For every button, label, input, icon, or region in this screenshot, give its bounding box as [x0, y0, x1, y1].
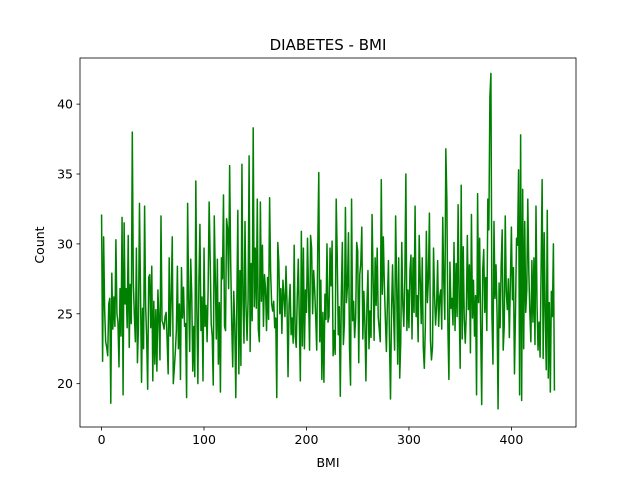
- x-tick-label: 100: [192, 432, 216, 447]
- y-tick-label: 30: [57, 236, 73, 251]
- series-line-0: [100, 72, 556, 410]
- plot-area: [100, 72, 556, 410]
- y-tick-label: 25: [57, 306, 73, 321]
- y-axis-title: Count: [32, 226, 47, 263]
- x-tick-label: 300: [397, 432, 421, 447]
- axes-frame: [79, 57, 577, 428]
- x-tick-label: 0: [98, 432, 106, 447]
- y-tick-label: 35: [57, 167, 73, 182]
- chart-title: DIABETES - BMI: [270, 36, 387, 54]
- x-tick-label: 400: [499, 432, 523, 447]
- y-tick-label: 40: [57, 97, 73, 112]
- axes: 0 100 200 300 400 20 25 30 35 40: [57, 57, 577, 447]
- y-tick-label: 20: [57, 376, 73, 391]
- x-axis-title: BMI: [316, 455, 339, 470]
- x-tick-label: 200: [295, 432, 319, 447]
